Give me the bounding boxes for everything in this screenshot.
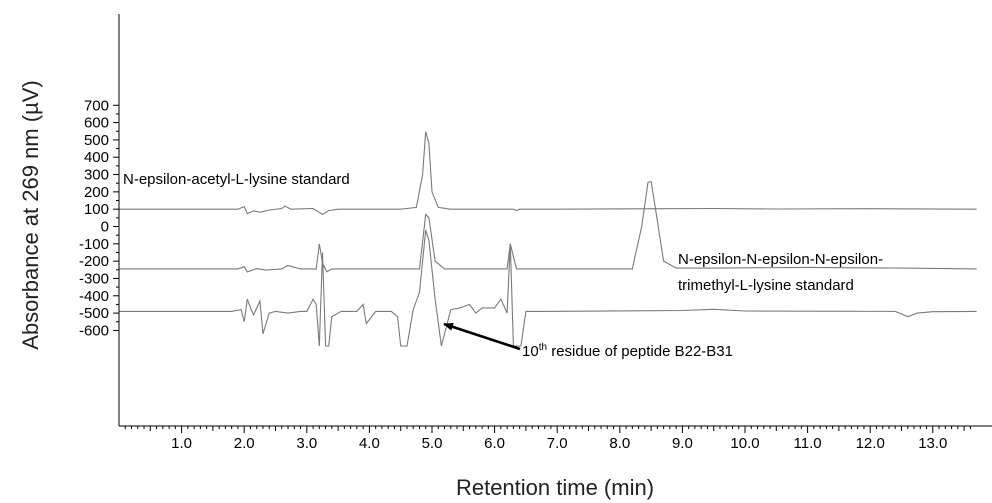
annotation-trimethyl-standard-line2: trimethyl-L-lysine standard [678, 277, 854, 294]
y-axis-title: Absorbance at 269 nm (µV) [18, 80, 43, 349]
x-tick-label: 12.0 [856, 435, 885, 452]
y-tick-label: 100 [84, 201, 109, 218]
annotation-peptide-number: 10 [522, 343, 539, 360]
y-tick-label: 200 [84, 184, 109, 201]
y-tick-label: 700 [84, 97, 109, 114]
y-tick-label: -200 [79, 253, 109, 270]
annotation-trimethyl-standard-line1: N-epsilon-N-epsilon-N-epsilon- [678, 251, 883, 268]
trace-trimethyl-lysine-standard [119, 180, 977, 273]
y-tick-label: -400 [79, 288, 109, 305]
annotation-peptide-rest: residue of peptide B22-B31 [547, 343, 733, 360]
y-tick-label: 500 [84, 132, 109, 149]
y-tick-label: -100 [79, 236, 109, 253]
x-tick-label: 5.0 [422, 435, 443, 452]
x-tick-label: 6.0 [484, 435, 505, 452]
x-tick-label: 1.0 [171, 435, 192, 452]
annotation-acetyl-standard: N-epsilon-acetyl-L-lysine standard [123, 171, 350, 188]
x-tick-group: 1.0 2.0 3.0 4.0 5.0 6.0 7.0 8.0 9.0 10.0 11.0 12.0 1… [124, 426, 971, 452]
x-tick-label: 11.0 [794, 435, 822, 452]
trace-peptide-sample [119, 229, 977, 347]
trace-acetyl-lysine-standard [119, 131, 977, 216]
y-tick-label: 600 [84, 115, 109, 132]
annotation-peptide-residue: 10th residue of peptide B22-B31 [522, 342, 733, 360]
y-tick-group: 7006005004003002001000-100-200-300-400-5… [79, 97, 119, 339]
y-tick-label: 400 [84, 149, 109, 166]
x-tick-label: 3.0 [296, 435, 317, 452]
y-tick-label: 0 [101, 219, 109, 236]
trace-group [119, 131, 977, 347]
x-tick-label: 8.0 [609, 435, 630, 452]
annotation-arrow [443, 322, 521, 351]
x-tick-label: 4.0 [359, 435, 380, 452]
y-tick-label: -600 [79, 322, 109, 339]
y-tick-label: -500 [79, 305, 109, 322]
x-axis-title: Retention time (min) [456, 475, 654, 500]
y-tick-label: 300 [84, 167, 109, 184]
x-tick-label: 13.0 [918, 435, 947, 452]
x-tick-label: 2.0 [234, 435, 255, 452]
annotation-peptide-superscript: th [539, 342, 547, 353]
x-tick-label: 10.0 [730, 435, 759, 452]
y-tick-label: -300 [79, 270, 109, 287]
x-tick-label: 7.0 [547, 435, 568, 452]
x-tick-label: 9.0 [672, 435, 693, 452]
